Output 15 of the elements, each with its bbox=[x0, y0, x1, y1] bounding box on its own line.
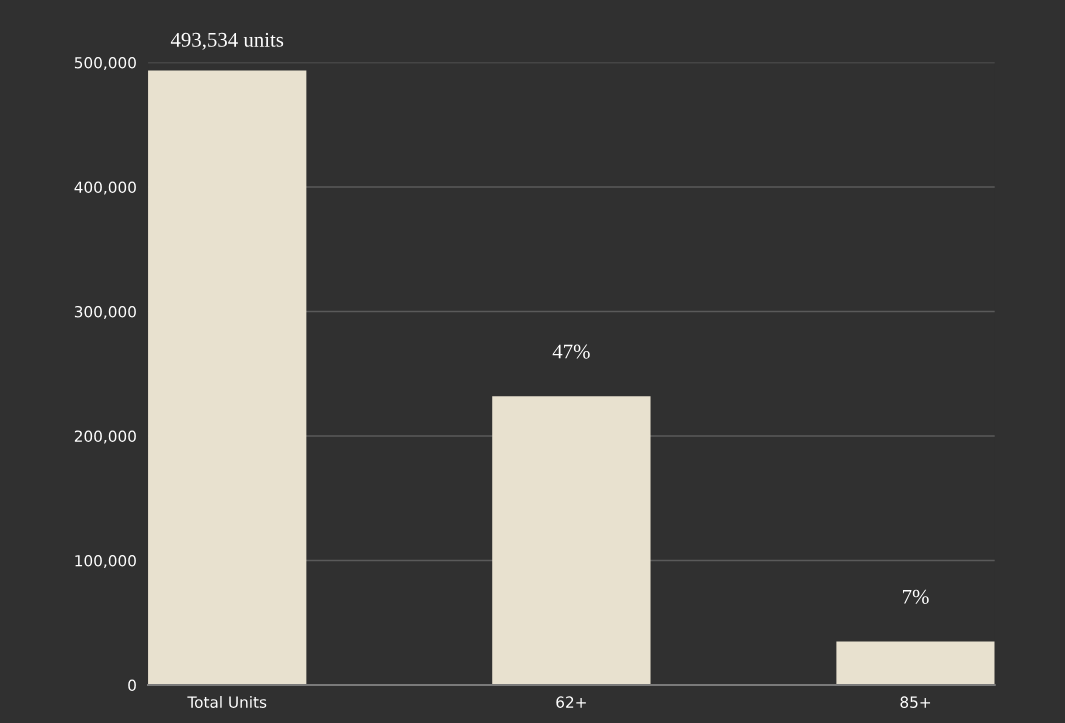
bar bbox=[836, 641, 995, 685]
x-tick-label: 85+ bbox=[900, 696, 931, 708]
y-tick-label: 0 bbox=[128, 679, 136, 691]
y-tick-label: 500,000 bbox=[74, 56, 136, 71]
x-tick-label: Total Units bbox=[187, 696, 267, 708]
bar bbox=[492, 396, 651, 685]
y-tick-label: 300,000 bbox=[74, 305, 136, 320]
x-tick-label: 62+ bbox=[556, 696, 586, 708]
y-tick-label: 100,000 bbox=[75, 554, 136, 569]
bar bbox=[148, 70, 307, 685]
y-tick-label: 400,000 bbox=[74, 181, 136, 195]
annotation: 7% bbox=[903, 589, 929, 604]
annotation: 47% bbox=[552, 344, 590, 359]
data-label: 493,534 units bbox=[170, 32, 284, 50]
y-tick-label: 200,000 bbox=[74, 430, 136, 444]
